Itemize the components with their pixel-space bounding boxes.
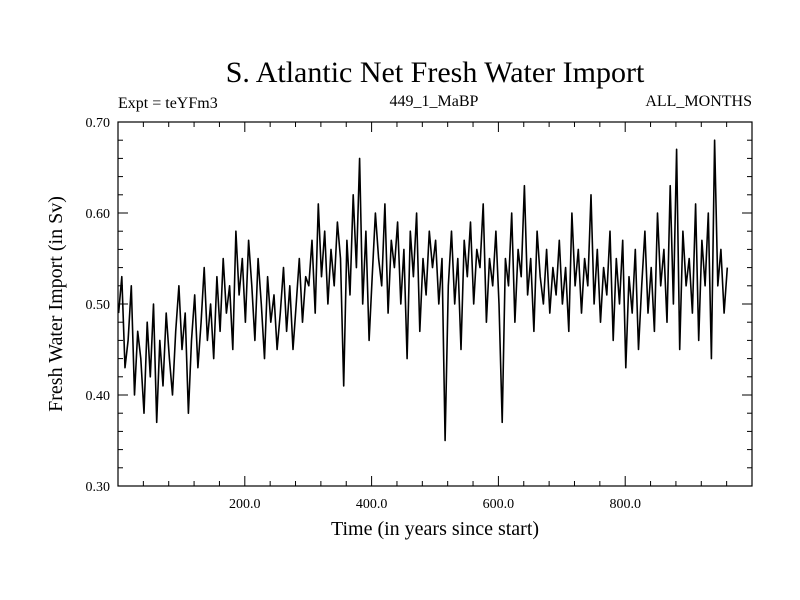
x-tick-label: 400.0 <box>356 497 388 512</box>
y-tick-label: 0.30 <box>86 480 111 495</box>
x-axis-label: Time (in years since start) <box>331 518 539 540</box>
y-tick-label: 0.50 <box>86 298 111 313</box>
chart-title: S. Atlantic Net Fresh Water Import <box>226 56 645 89</box>
y-tick-label: 0.70 <box>86 116 111 131</box>
x-tick-label: 800.0 <box>609 497 641 512</box>
x-axis: 200.0 400.0 600.0 800.0 <box>142 122 728 512</box>
plot-frame <box>117 121 753 487</box>
subtitle-experiment: Expt = teYFm3 <box>118 95 218 112</box>
y-tick-label: 0.60 <box>86 207 111 222</box>
series-line-fresh-water-import <box>117 139 729 442</box>
y-tick-label: 0.40 <box>86 389 111 404</box>
subtitle-run: 449_1_MaBP <box>390 93 479 110</box>
x-tick-label: 600.0 <box>483 497 515 512</box>
y-axis-label: Fresh Water Import (in Sv) <box>45 196 67 412</box>
subtitle-months: ALL_MONTHS <box>645 93 752 110</box>
x-tick-label: 200.0 <box>229 497 261 512</box>
